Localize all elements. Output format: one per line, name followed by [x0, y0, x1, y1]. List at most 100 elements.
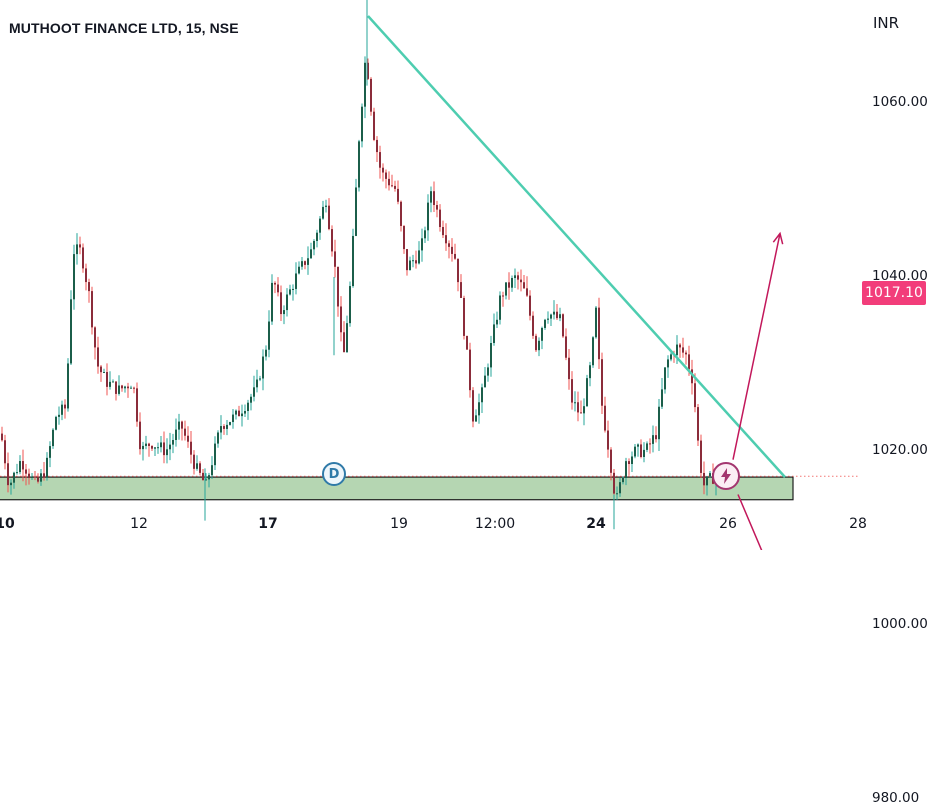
candle	[505, 282, 507, 300]
candle	[403, 225, 405, 254]
candle	[310, 242, 312, 259]
candle	[286, 288, 288, 317]
candle-layer	[1, 0, 723, 530]
x-tick-label: 10	[0, 516, 15, 532]
candle	[451, 238, 453, 262]
candle	[490, 335, 492, 377]
symbol-title[interactable]: MUTHOOT FINANCE LTD, 15, NSE	[9, 20, 239, 36]
lightning-icon[interactable]	[712, 462, 740, 490]
candle	[331, 225, 333, 257]
candle	[391, 174, 393, 188]
candle	[160, 436, 162, 453]
candle	[283, 305, 285, 325]
candle	[463, 295, 465, 340]
candle	[406, 249, 408, 276]
y-tick-label: 1020.00	[872, 442, 928, 458]
candle	[349, 281, 351, 327]
candle	[40, 469, 42, 486]
lightning-glyph	[721, 468, 731, 484]
candle	[460, 274, 462, 299]
candle	[67, 358, 69, 412]
candle	[307, 246, 309, 275]
breakdown-down-arrow[interactable]	[737, 494, 798, 551]
candle	[229, 421, 231, 426]
candle	[700, 434, 702, 478]
candle	[655, 426, 657, 443]
candle	[586, 374, 588, 407]
candle	[166, 438, 168, 464]
candle	[433, 181, 435, 213]
candle	[133, 386, 135, 394]
candle	[466, 335, 468, 350]
candle	[262, 349, 264, 391]
chart-canvas[interactable]	[0, 0, 932, 550]
candle	[691, 359, 693, 395]
candle	[217, 430, 219, 448]
x-tick-label: 17	[258, 516, 278, 532]
candle	[487, 363, 489, 382]
candle	[415, 250, 417, 269]
candle	[442, 220, 444, 239]
candle	[649, 438, 651, 454]
candle	[295, 262, 297, 295]
candle	[247, 399, 249, 420]
breakout-up-arrow[interactable]	[732, 231, 784, 460]
candle	[190, 430, 192, 464]
candle	[694, 373, 696, 413]
candle	[208, 472, 210, 488]
candle	[106, 363, 108, 396]
candle	[592, 336, 594, 368]
trendline[interactable]	[367, 15, 786, 478]
candle	[379, 145, 381, 179]
candle	[367, 58, 369, 80]
dividend-event-icon[interactable]: D	[322, 462, 346, 486]
candle	[4, 434, 6, 470]
candle	[613, 469, 615, 499]
candle	[514, 268, 516, 288]
candle	[364, 56, 366, 119]
candle	[385, 169, 387, 189]
candle	[544, 318, 546, 330]
candle	[445, 223, 447, 251]
candle	[70, 290, 72, 366]
candle	[322, 200, 324, 220]
candle	[646, 441, 648, 453]
candle	[370, 77, 372, 116]
candle	[115, 381, 117, 401]
candle	[631, 451, 633, 473]
candle	[388, 171, 390, 191]
candle	[703, 461, 705, 495]
candle	[334, 239, 336, 278]
candle	[64, 399, 66, 419]
y-tick-label: 1000.00	[872, 616, 928, 632]
candle	[496, 311, 498, 329]
candle	[526, 276, 528, 298]
x-tick-label: 28	[849, 516, 867, 532]
candle	[301, 256, 303, 270]
annotation-layer[interactable]	[367, 15, 798, 551]
candle	[583, 398, 585, 426]
candle	[373, 107, 375, 142]
candle	[103, 368, 105, 374]
candle	[148, 442, 150, 457]
candle	[46, 452, 48, 481]
support-zone[interactable]	[0, 476, 794, 501]
candle	[259, 375, 261, 382]
candle	[337, 266, 339, 317]
candle	[412, 254, 414, 268]
candle	[127, 382, 129, 398]
candle	[37, 473, 39, 484]
candle	[232, 409, 234, 429]
candle	[94, 326, 96, 360]
candle	[517, 271, 519, 290]
candle	[604, 396, 606, 433]
candle	[499, 291, 501, 325]
candle	[454, 243, 456, 260]
candle	[475, 409, 477, 422]
currency-label: INR	[873, 14, 900, 32]
x-tick-label: 24	[586, 516, 606, 532]
candle	[430, 186, 432, 213]
candle	[598, 297, 600, 369]
candle	[640, 439, 642, 459]
candle	[607, 420, 609, 458]
